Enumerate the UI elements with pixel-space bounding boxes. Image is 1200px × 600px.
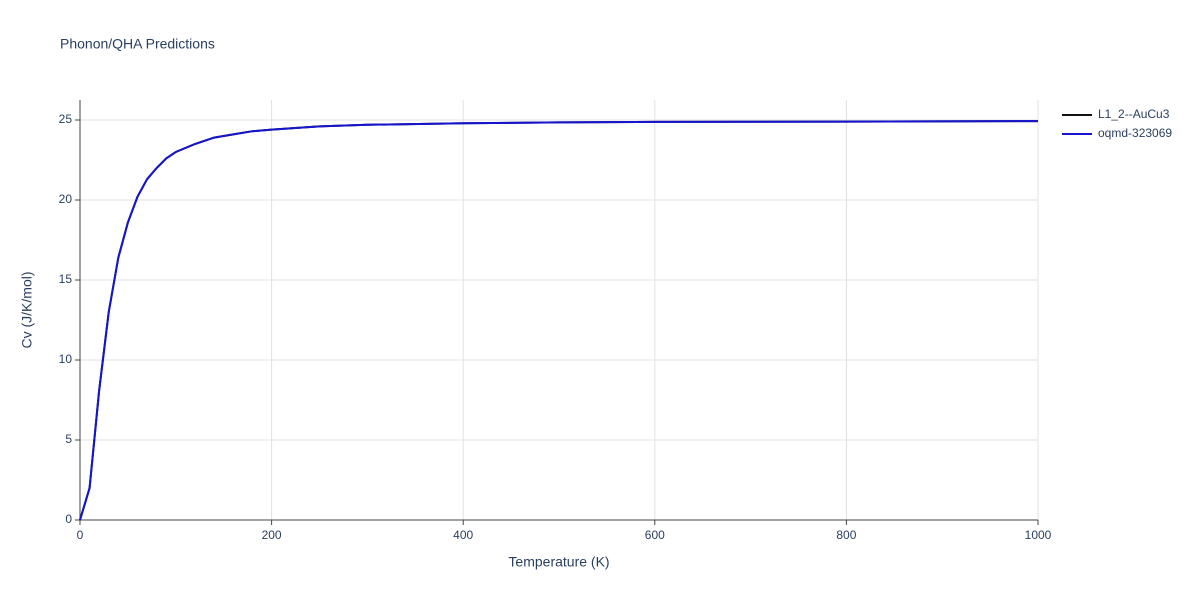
y-tick-label: 25 — [59, 112, 73, 126]
x-tick-label: 400 — [453, 528, 473, 542]
y-tick-label: 20 — [59, 192, 73, 206]
legend-label: L1_2--AuCu3 — [1098, 107, 1170, 121]
x-tick-label: 0 — [77, 528, 84, 542]
y-tick-label: 10 — [59, 352, 73, 366]
chart-title: Phonon/QHA Predictions — [60, 36, 215, 52]
y-tick-label: 15 — [59, 272, 73, 286]
x-tick-label: 200 — [262, 528, 282, 542]
x-tick-label: 1000 — [1025, 528, 1052, 542]
series-line — [79, 120, 1039, 521]
x-axis-label: Temperature (K) — [508, 554, 609, 570]
series-line — [79, 120, 1039, 521]
x-tick-label: 800 — [836, 528, 856, 542]
x-tick-label: 600 — [645, 528, 665, 542]
y-axis-label: Cv (J/K/mol) — [19, 272, 35, 349]
y-tick-label: 5 — [65, 432, 72, 446]
legend-label: oqmd-323069 — [1098, 126, 1172, 140]
y-tick-label: 0 — [65, 512, 72, 526]
